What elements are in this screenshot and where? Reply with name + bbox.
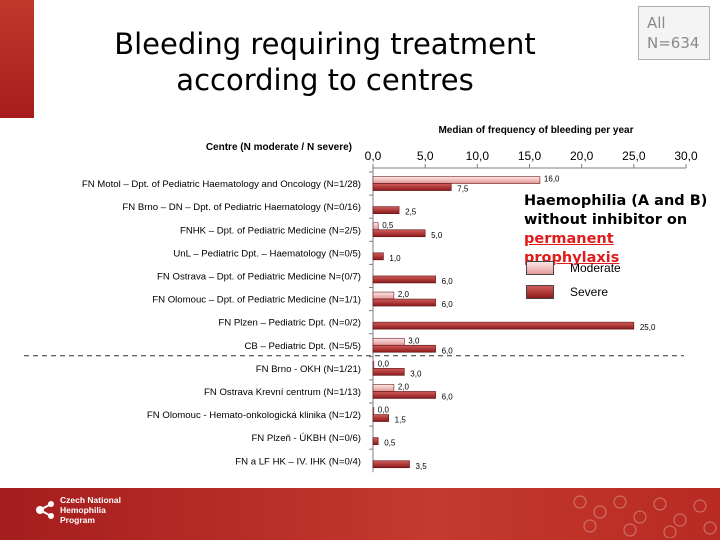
slide-title: Bleeding requiring treatment according t…	[60, 26, 590, 98]
x-tick-label: 30,0	[674, 149, 698, 163]
severe-bar	[372, 391, 436, 399]
severe-bar	[372, 229, 426, 238]
category-label: FNHK – Dpt. of Pediatric Medicine (N=2/5…	[180, 225, 361, 236]
moderate-bar	[372, 176, 541, 184]
category-label: FN Ostrava Krevní centrum (N=1/13)	[204, 387, 361, 398]
severe-label: Severe	[570, 285, 609, 299]
x-tick-label: 25,0	[622, 149, 646, 163]
severe-value-label: 3,0	[410, 369, 422, 378]
legend-item-severe: Severe	[526, 284, 608, 300]
category-label: FN Plzeň - ÚKBH (N=0/6)	[251, 433, 361, 444]
legend-title-line-1: Haemophilia (A and B)	[524, 193, 708, 209]
footer-org-line-1: Czech National	[60, 495, 121, 505]
moderate-bar	[372, 337, 405, 346]
bleeding-bar-chart: Median of frequency of bleeding per year…	[24, 125, 698, 473]
x-tick-label: 15,0	[518, 149, 542, 163]
x-tick-label: 0,0	[365, 149, 382, 163]
moderate-bar	[372, 222, 379, 231]
severe-value-label: 7,5	[457, 185, 469, 194]
category-label: FN Brno – DN – Dpt. of Pediatric Haemato…	[122, 202, 361, 213]
badge-line-2: N=634	[647, 34, 700, 52]
severe-value-label: 6,0	[442, 392, 454, 401]
severe-value-label: 1,0	[389, 254, 401, 263]
moderate-value-label: 0,0	[378, 359, 390, 368]
moderate-value-label: 2,0	[398, 382, 410, 391]
x-tick-label: 20,0	[570, 149, 594, 163]
legend: Haemophilia (A and B) without inhibitor …	[524, 192, 714, 299]
footer-org-name: Czech National Hemophilia Program	[60, 495, 121, 525]
severe-value-label: 6,0	[442, 346, 454, 355]
severe-bar	[372, 206, 400, 214]
legend-title-highlight-1: permanent	[524, 231, 614, 247]
x-tick-label: 5,0	[417, 149, 434, 163]
severe-bar	[372, 437, 379, 445]
moderate-value-label: 0,0	[378, 406, 390, 415]
moderate-bar	[372, 407, 375, 415]
moderate-value-label: 2,0	[398, 290, 410, 299]
severe-value-label: 25,0	[640, 323, 656, 332]
hemophilia-program-logo-icon	[36, 501, 54, 519]
footer-map-pattern	[573, 495, 717, 538]
moderate-bar	[372, 361, 375, 369]
severe-bar	[372, 460, 410, 469]
severe-bar	[372, 298, 436, 307]
severe-bar	[372, 275, 436, 284]
all-count-badge: All N=634	[638, 6, 710, 60]
severe-bar	[372, 252, 384, 261]
moderate-label: Moderate	[570, 261, 621, 275]
moderate-value-label: 16,0	[544, 175, 560, 184]
severe-bar	[372, 321, 635, 330]
category-label: FN Motol – Dpt. of Pediatric Haematology…	[82, 179, 361, 190]
legend-title: Haemophilia (A and B) without inhibitor …	[524, 192, 714, 268]
severe-value-label: 3,5	[416, 462, 428, 471]
legend-title-line-2: without inhibitor on	[524, 212, 688, 228]
category-label: FN Brno - OKH (N=1/21)	[256, 364, 361, 375]
category-label: FN Plzen – Pediatric Dpt. (N=0/2)	[218, 318, 361, 329]
moderate-bar	[372, 384, 395, 392]
category-label: UnL – Pediatric Dpt. – Haematology (N=0/…	[173, 248, 361, 259]
severe-value-label: 1,5	[395, 416, 407, 425]
x-tick-label: 10,0	[466, 149, 490, 163]
footer-bar	[0, 488, 720, 540]
severe-value-label: 0,5	[384, 439, 396, 448]
category-axis-label: Centre (N moderate / N severe)	[206, 142, 352, 153]
badge-line-1: All	[647, 14, 666, 32]
severe-bar	[372, 414, 389, 422]
category-label: FN a LF HK – IV. IHK (N=0/4)	[235, 456, 361, 467]
severe-value-label: 2,5	[405, 208, 417, 217]
title-line-2: according to centres	[176, 63, 474, 97]
category-label: FN Olomouc – Dpt. of Pediatric Medicine …	[152, 295, 361, 306]
legend-item-moderate: Moderate	[526, 260, 621, 276]
moderate-value-label: 3,0	[408, 336, 420, 345]
moderate-value-label: 0,5	[382, 221, 394, 230]
moderate-bar	[372, 291, 395, 300]
severe-value-label: 5,0	[431, 231, 443, 240]
severe-bar	[372, 183, 452, 191]
category-label: CB – Pediatric Dpt. (N=5/5)	[244, 341, 361, 352]
chart-title: Median of frequency of bleeding per year	[438, 125, 633, 136]
category-label: FN Olomouc - Hemato-onkologická klinika …	[147, 410, 361, 421]
category-label: FN Ostrava – Dpt. of Pediatric Medicine …	[157, 271, 361, 282]
footer-org-line-2: Hemophilia	[60, 505, 106, 515]
severe-bar	[372, 368, 405, 376]
severe-swatch	[526, 285, 554, 299]
title-line-1: Bleeding requiring treatment	[114, 27, 536, 61]
severe-value-label: 6,0	[442, 300, 454, 309]
footer-org-line-3: Program	[60, 515, 95, 525]
moderate-swatch	[526, 261, 554, 275]
severe-bar	[372, 344, 436, 353]
left-accent-bar	[0, 0, 34, 118]
severe-value-label: 6,0	[442, 277, 454, 286]
